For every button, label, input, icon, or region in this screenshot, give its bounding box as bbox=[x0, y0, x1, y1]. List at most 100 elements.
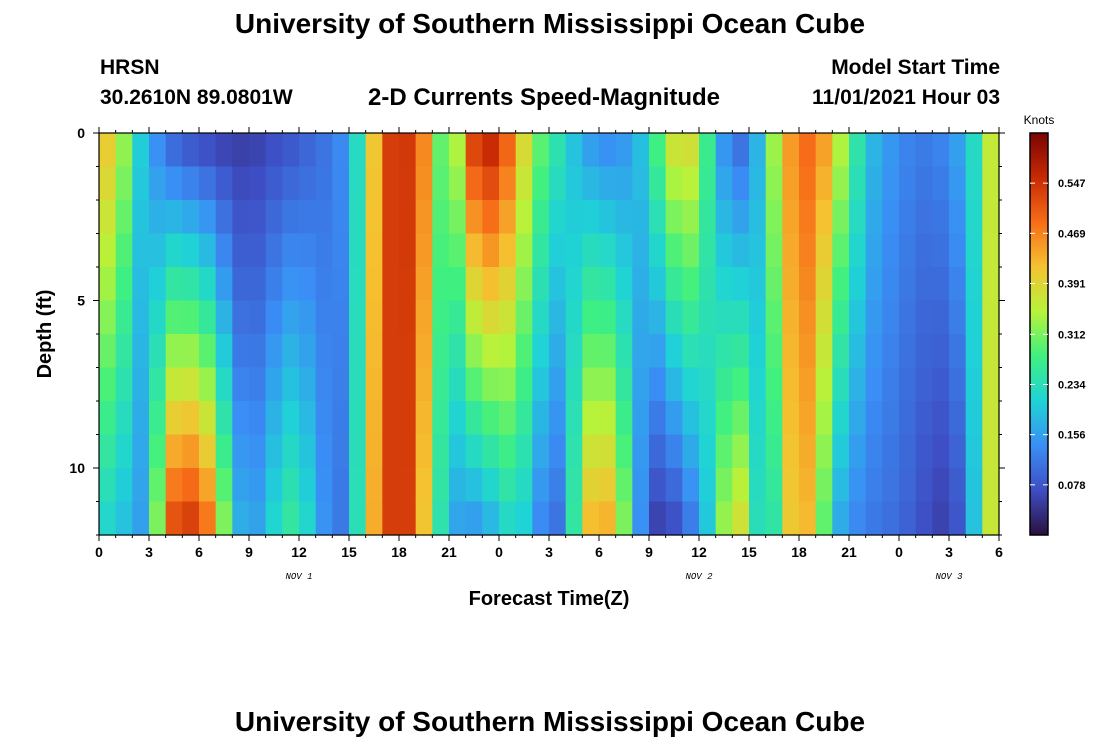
heatmap-cell bbox=[332, 267, 350, 302]
day-label: NOV 3 bbox=[935, 572, 963, 582]
heatmap-cell bbox=[299, 166, 317, 201]
heatmap-cell bbox=[149, 501, 167, 536]
heatmap-cell bbox=[965, 334, 983, 369]
heatmap-cell bbox=[649, 334, 667, 369]
heatmap-cell bbox=[449, 200, 467, 235]
heatmap-cell bbox=[682, 468, 700, 503]
heatmap-cell bbox=[182, 434, 200, 469]
heatmap-cell bbox=[515, 166, 533, 201]
heatmap-cell bbox=[782, 434, 800, 469]
heatmap-cell bbox=[199, 133, 217, 168]
heatmap-cell bbox=[449, 166, 467, 201]
heatmap-cell bbox=[465, 367, 483, 402]
heatmap-cell bbox=[549, 133, 567, 168]
heatmap-cell bbox=[849, 334, 867, 369]
heatmap-cell bbox=[649, 267, 667, 302]
heatmap-cell bbox=[682, 166, 700, 201]
heatmap-cell bbox=[782, 501, 800, 536]
heatmap-cell bbox=[932, 367, 950, 402]
heatmap-cell bbox=[749, 200, 767, 235]
heatmap-cell bbox=[332, 501, 350, 536]
heatmap-cell bbox=[165, 133, 183, 168]
heatmap-cell bbox=[615, 166, 633, 201]
heatmap-cell bbox=[965, 468, 983, 503]
heatmap-cell bbox=[482, 334, 500, 369]
heatmap-cell bbox=[965, 367, 983, 402]
heatmap-cell bbox=[599, 334, 617, 369]
heatmap-cell bbox=[932, 200, 950, 235]
heatmap-cell bbox=[649, 166, 667, 201]
heatmap-cell bbox=[532, 334, 550, 369]
heatmap-cell bbox=[465, 434, 483, 469]
heatmap-cell bbox=[765, 267, 783, 302]
heatmap-cell bbox=[299, 300, 317, 335]
heatmap-cell bbox=[432, 166, 450, 201]
heatmap-cell bbox=[165, 166, 183, 201]
heatmap-cell bbox=[965, 267, 983, 302]
heatmap-cell bbox=[832, 133, 850, 168]
heatmap-cell bbox=[949, 501, 967, 536]
heatmap-cell bbox=[582, 501, 600, 536]
heatmap-cell bbox=[782, 200, 800, 235]
heatmap-cell bbox=[482, 300, 500, 335]
heatmap-cell bbox=[615, 468, 633, 503]
heatmap-cell bbox=[215, 133, 233, 168]
heatmap-cell bbox=[382, 166, 400, 201]
heatmap-cell bbox=[115, 267, 133, 302]
heatmap-cell bbox=[282, 401, 300, 436]
heatmap-cell bbox=[149, 267, 167, 302]
heatmap-cell bbox=[249, 501, 267, 536]
heatmap-cell bbox=[632, 468, 650, 503]
heatmap-cell bbox=[749, 468, 767, 503]
heatmap-cell bbox=[982, 166, 1000, 201]
colorbar-tick-label: 0.547 bbox=[1058, 178, 1086, 190]
heatmap-cell bbox=[199, 468, 217, 503]
heatmap-cell bbox=[399, 267, 417, 302]
heatmap-cell bbox=[882, 334, 900, 369]
heatmap-cell bbox=[199, 233, 217, 268]
heatmap-cell bbox=[732, 401, 750, 436]
heatmap-cell bbox=[949, 133, 967, 168]
heatmap-cell bbox=[415, 200, 433, 235]
heatmap-cell bbox=[932, 267, 950, 302]
heatmap-cell bbox=[215, 300, 233, 335]
heatmap-cell bbox=[99, 133, 117, 168]
heatmap-cell bbox=[482, 267, 500, 302]
heatmap-cell bbox=[482, 468, 500, 503]
heatmap-cell bbox=[949, 434, 967, 469]
heatmap-cell bbox=[832, 468, 850, 503]
heatmap-cell bbox=[532, 133, 550, 168]
heatmap-cell bbox=[782, 233, 800, 268]
heatmap-cell bbox=[715, 334, 733, 369]
heatmap-cell bbox=[582, 367, 600, 402]
heatmap-cell bbox=[799, 501, 817, 536]
y-axis-title: Depth (ft) bbox=[34, 290, 56, 379]
heatmap-cell bbox=[115, 334, 133, 369]
heatmap-cell bbox=[349, 166, 367, 201]
heatmap-cell bbox=[499, 434, 517, 469]
heatmap-cell bbox=[499, 501, 517, 536]
heatmap-cell bbox=[132, 401, 150, 436]
heatmap-cell bbox=[665, 267, 683, 302]
heatmap-cell bbox=[332, 200, 350, 235]
heatmap-cell bbox=[449, 334, 467, 369]
heatmap-cell bbox=[332, 401, 350, 436]
heatmap-cell bbox=[365, 468, 383, 503]
heatmap-cell bbox=[432, 300, 450, 335]
heatmap-cell bbox=[165, 300, 183, 335]
heatmap-cell bbox=[865, 233, 883, 268]
x-tick-label: 21 bbox=[841, 544, 857, 560]
heatmap-cell bbox=[732, 334, 750, 369]
heatmap-cell bbox=[699, 367, 717, 402]
heatmap-cell bbox=[549, 334, 567, 369]
heatmap-cell bbox=[365, 166, 383, 201]
heatmap-cell bbox=[965, 300, 983, 335]
heatmap-cell bbox=[982, 401, 1000, 436]
heatmap-cell bbox=[899, 300, 917, 335]
heatmap-cell bbox=[599, 401, 617, 436]
heatmap-cell bbox=[632, 401, 650, 436]
heatmap-cell bbox=[565, 200, 583, 235]
heatmap-cell bbox=[682, 200, 700, 235]
heatmap-cell bbox=[615, 133, 633, 168]
heatmap-cell bbox=[165, 200, 183, 235]
